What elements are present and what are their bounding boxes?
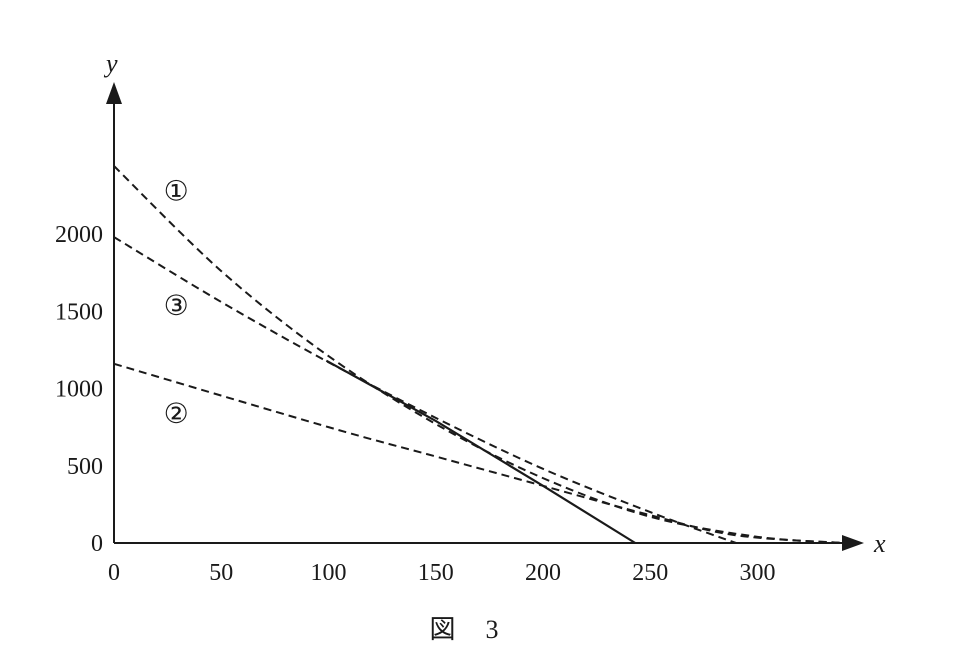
x-tick-label: 300 <box>740 560 776 586</box>
y-tick-label: 500 <box>67 454 103 480</box>
x-tick-label: 200 <box>525 560 561 586</box>
x-axis-arrow <box>842 535 864 551</box>
x-tick-label: 50 <box>209 560 233 586</box>
series-line-dashed <box>113 236 737 544</box>
x-tick-label: 250 <box>632 560 668 586</box>
y-axis-label: y <box>103 49 118 78</box>
x-tick-label: 150 <box>418 560 454 586</box>
x-tick-labels: 0 50 100 150 200 250 300 <box>108 560 776 586</box>
y-tick-label: 1000 <box>55 377 103 403</box>
y-tick-label: 1500 <box>55 299 103 325</box>
y-tick-label: 0 <box>91 531 103 557</box>
series-line-solid <box>325 359 636 544</box>
series-line-dashed <box>113 362 844 544</box>
y-tick-label: 2000 <box>55 222 103 248</box>
series-markers: ① ③ ② <box>164 175 189 430</box>
series-marker-2: ② <box>164 397 189 430</box>
series-marker-1: ① <box>164 175 189 208</box>
x-axis-label: x <box>873 529 886 558</box>
figure-caption: 図 3 <box>429 615 500 644</box>
axes: x y <box>103 49 886 558</box>
series-line-dashed <box>113 165 844 544</box>
y-tick-labels: 0 500 1000 1500 2000 <box>55 222 103 557</box>
x-tick-label: 0 <box>108 560 120 586</box>
x-tick-label: 100 <box>311 560 347 586</box>
series-layer <box>113 165 844 544</box>
series-marker-3: ③ <box>164 289 189 322</box>
y-axis-arrow <box>106 82 122 104</box>
